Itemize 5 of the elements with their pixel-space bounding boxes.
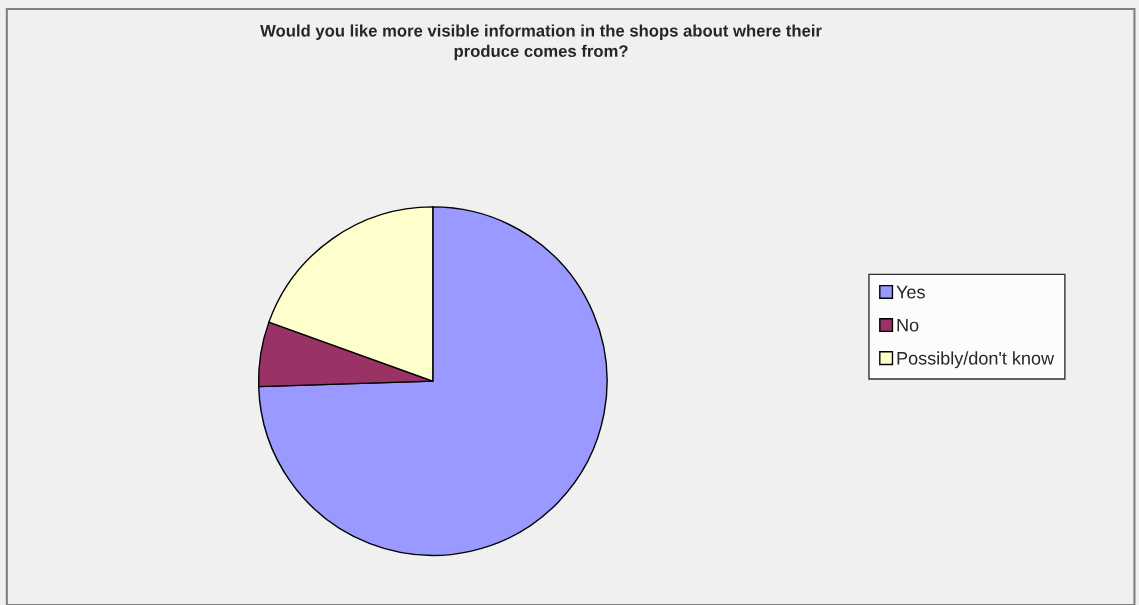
pie-slice [257, 206, 608, 557]
legend-label: No [897, 318, 919, 332]
chart-title: Would you like more visible information in the shops about where their produce comes from? [260, 24, 822, 61]
legend-label: Possibly/don't know [897, 351, 1055, 369]
legend-label: Yes [896, 285, 925, 299]
